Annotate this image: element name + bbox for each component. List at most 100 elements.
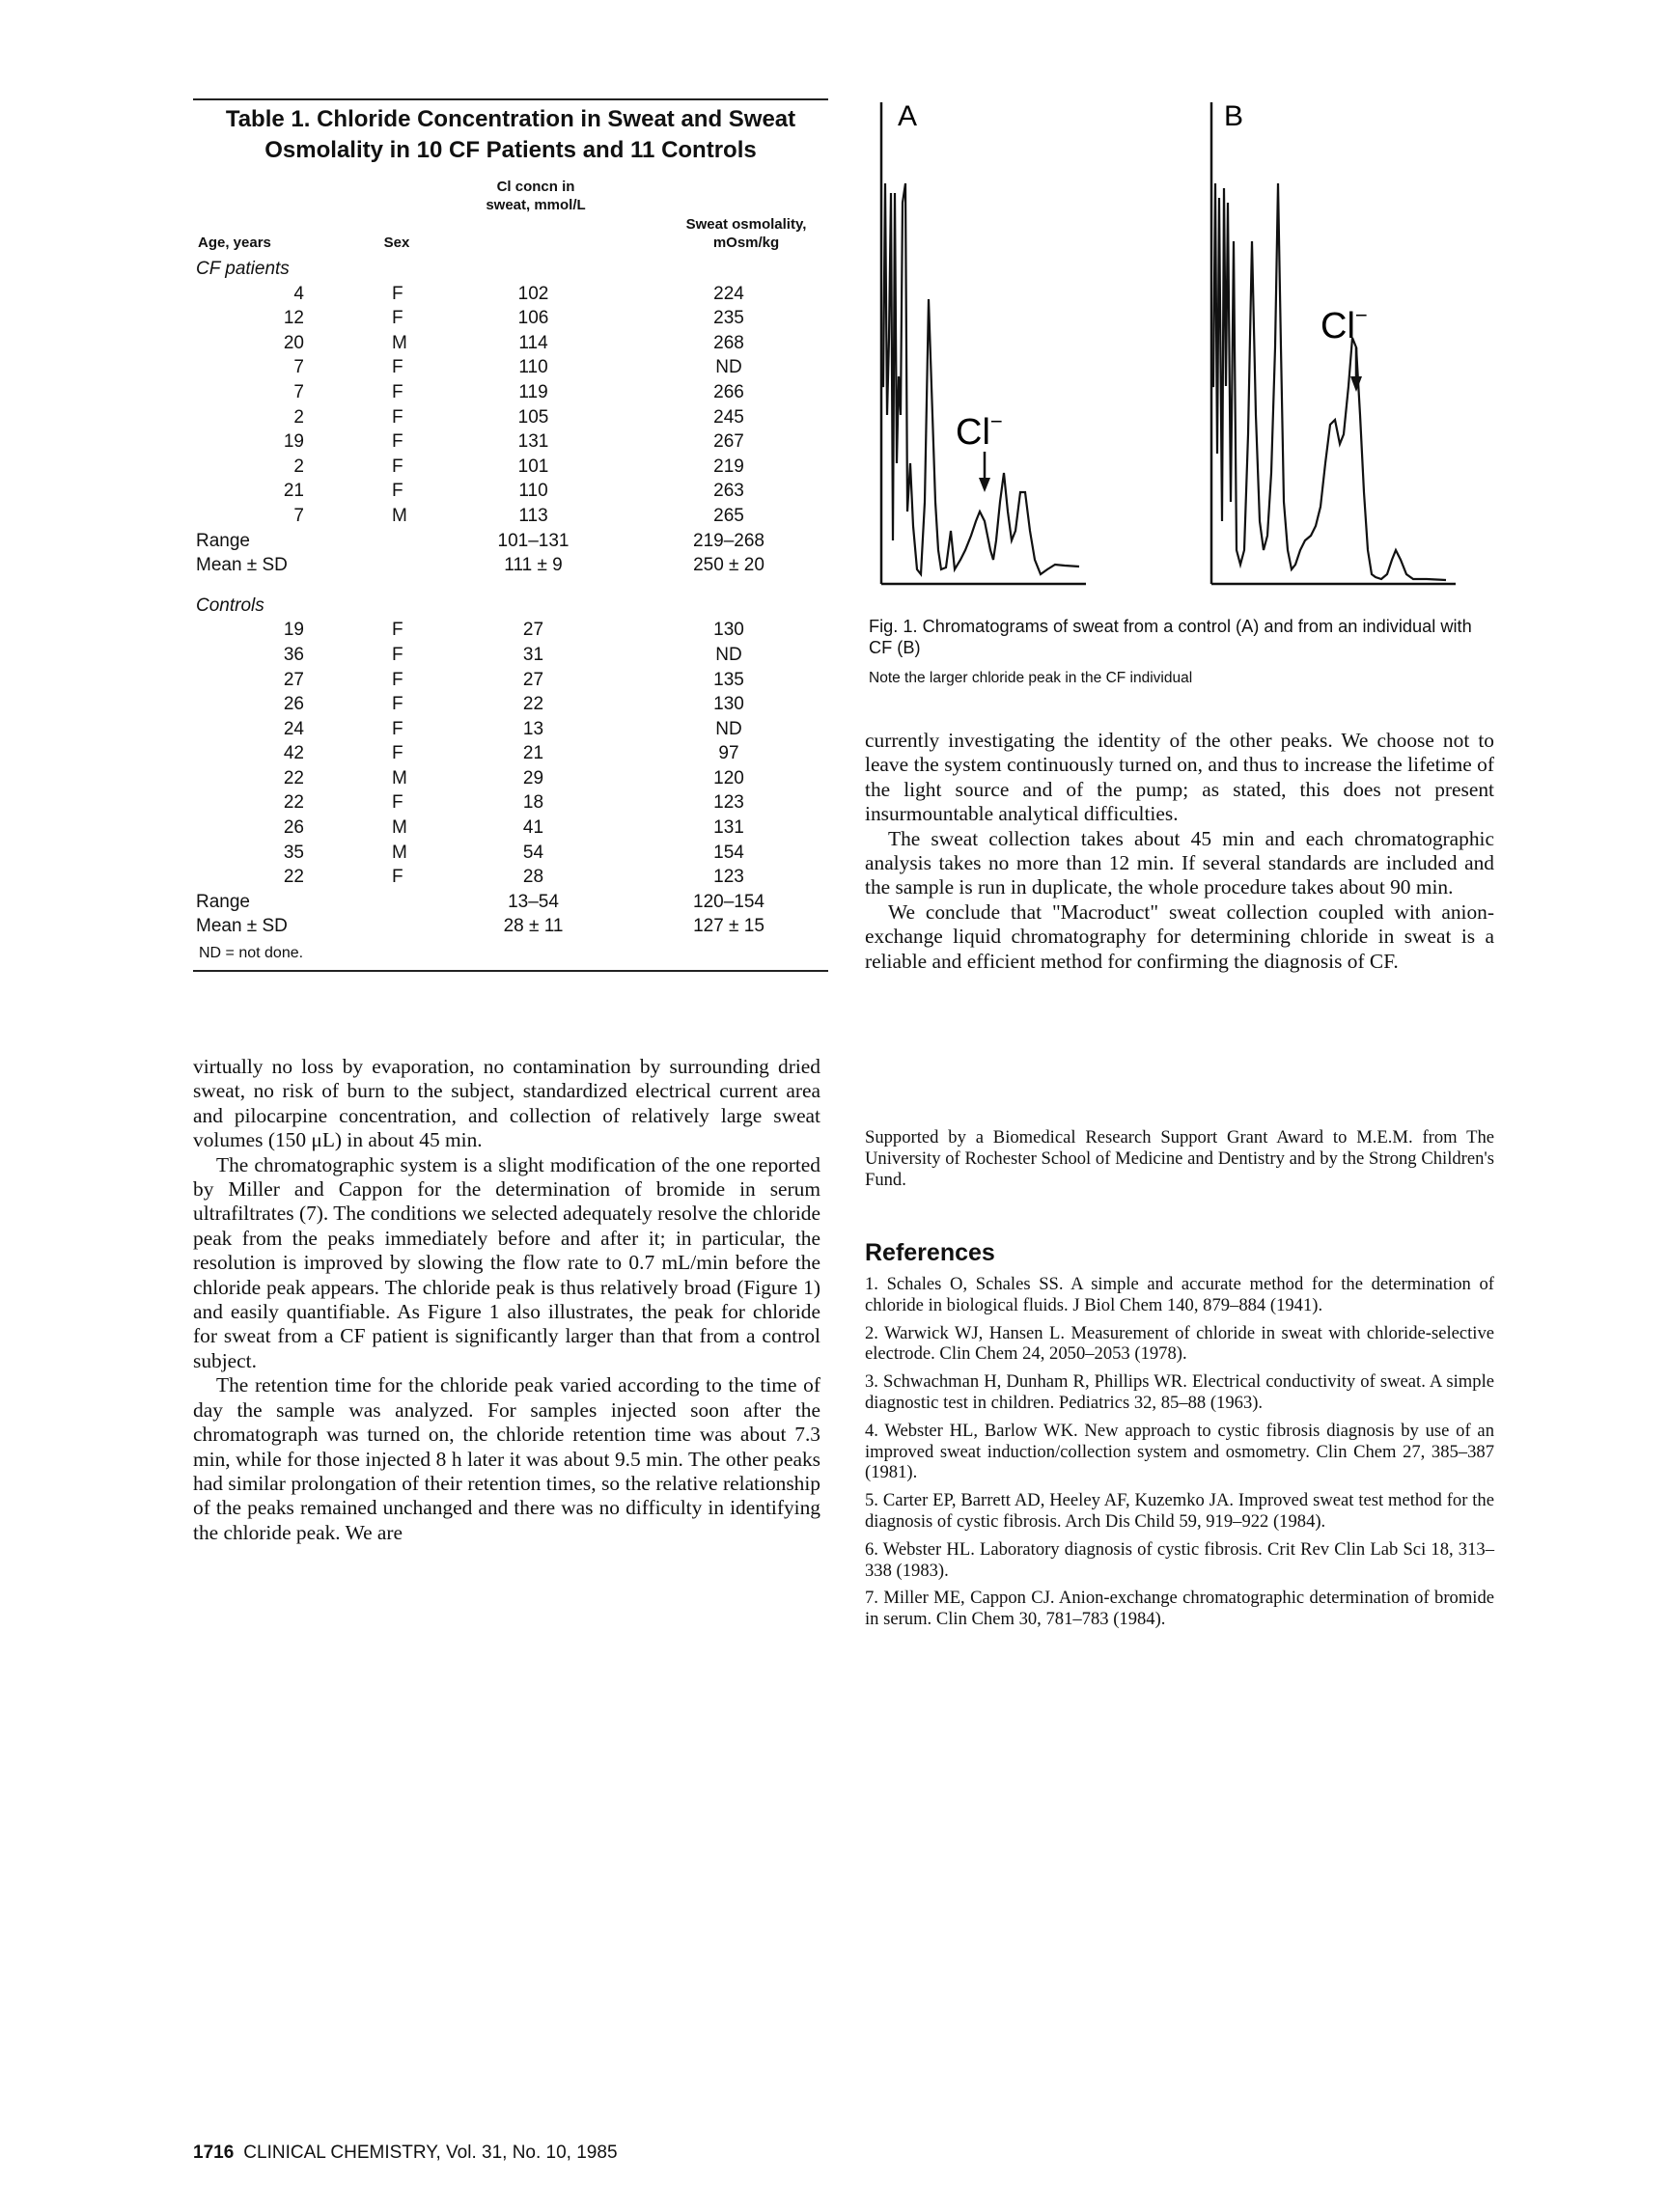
table-row: 24 F 13 ND <box>193 717 828 742</box>
chloride-cell: 113 <box>518 505 548 526</box>
chloride-cell: 101 <box>517 456 549 477</box>
group-label: CF patients <box>196 259 290 279</box>
age-cell: 4 <box>293 283 304 304</box>
sex-cell: F <box>392 406 403 428</box>
table-row: 19 F 131 267 <box>193 429 828 455</box>
osmolality-cell: 97 <box>718 743 739 764</box>
sex-cell: M <box>392 505 407 526</box>
age-cell: 35 <box>283 842 304 863</box>
table-row: 12 F 106 235 <box>193 306 828 331</box>
age-cell: 26 <box>283 817 304 839</box>
osmolality-cell: 154 <box>713 842 744 863</box>
age-cell: 21 <box>283 481 304 502</box>
age-cell: 7 <box>293 381 304 402</box>
age-cell: 24 <box>283 718 304 739</box>
sex-cell: F <box>392 644 403 665</box>
table-row: 7 F 110 ND <box>193 355 828 380</box>
panel-b: B Cl− <box>1209 100 1456 586</box>
arrow-down-icon <box>1350 376 1362 392</box>
table-row: 26 M 41 131 <box>193 816 828 841</box>
summary-label: Range <box>196 891 250 912</box>
page-number: 1716 <box>193 2143 235 2163</box>
osmolality-cell: 120 <box>713 767 744 788</box>
chloride-cell: 21 <box>522 743 544 764</box>
chloride-cell: 114 <box>518 332 548 353</box>
sex-cell: F <box>392 456 403 477</box>
osmolality-summary: 219–268 <box>693 530 764 551</box>
paragraph: The sweat collection takes about 45 min … <box>865 826 1494 899</box>
figure-note: Note the larger chloride peak in the CF … <box>869 670 1193 686</box>
age-cell: 19 <box>283 620 304 641</box>
chloride-cell: 27 <box>522 669 544 690</box>
sex-cell: F <box>392 669 403 690</box>
right-column-text: currently investigating the identity of … <box>865 729 1494 974</box>
table-row: 2 F 101 219 <box>193 455 828 480</box>
panel-a: A Cl− <box>879 100 1086 586</box>
osmolality-cell: 135 <box>713 669 744 690</box>
arrow-down-icon <box>979 478 990 492</box>
osmolality-cell: 131 <box>713 817 744 839</box>
age-cell: 20 <box>283 332 304 353</box>
header-sex: Sex <box>383 235 410 251</box>
age-cell: 36 <box>283 644 304 665</box>
osmolality-cell: 265 <box>713 505 744 526</box>
sex-cell: F <box>392 792 403 814</box>
table-header-row: Age, years Sex Cl concn in sweat, mmol/L… <box>193 170 828 257</box>
chloride-cell: 41 <box>522 817 544 839</box>
sex-cell: F <box>392 308 403 329</box>
panel-a-label: A <box>898 100 917 132</box>
sex-cell: M <box>392 332 407 353</box>
osmolality-cell: 123 <box>713 792 744 814</box>
osmolality-cell: 224 <box>713 283 744 304</box>
table-1: Table 1. Chloride Concentration in Sweat… <box>193 98 828 973</box>
age-cell: 22 <box>283 792 304 814</box>
reference-item: 5. Carter EP, Barrett AD, Heeley AF, Kuz… <box>865 1490 1494 1532</box>
funding-acknowledgment: Supported by a Biomedical Research Suppo… <box>865 1127 1494 1190</box>
chloride-cell: 119 <box>518 381 548 402</box>
sex-cell: F <box>392 620 403 641</box>
table-bottom-rule <box>193 970 828 973</box>
paragraph: The chromatographic system is a slight m… <box>193 1152 820 1372</box>
age-cell: 22 <box>283 767 304 788</box>
paragraph: virtually no loss by evaporation, no con… <box>193 1055 820 1152</box>
chloride-summary: 28 ± 11 <box>503 916 564 937</box>
age-cell: 7 <box>293 357 304 378</box>
summary-row: Mean ± SD 111 ± 9 250 ± 20 <box>193 553 828 578</box>
age-cell: 27 <box>283 669 304 690</box>
chloride-label-a: Cl− <box>956 409 1003 453</box>
table-row: 26 F 22 130 <box>193 692 828 717</box>
chloride-cell: 31 <box>522 644 544 665</box>
osmolality-cell: 245 <box>713 406 744 428</box>
left-column-text: virtually no loss by evaporation, no con… <box>193 1055 820 1545</box>
osmolality-cell: 268 <box>713 332 744 353</box>
sex-cell: F <box>392 431 403 453</box>
sex-cell: F <box>392 694 403 715</box>
chloride-cell: 29 <box>522 767 544 788</box>
table-row: 36 F 31 ND <box>193 643 828 668</box>
osmolality-cell: ND <box>715 644 742 665</box>
paragraph: We conclude that "Macroduct" sweat colle… <box>865 899 1494 973</box>
summary-label: Mean ± SD <box>196 555 288 576</box>
osmolality-cell: 123 <box>713 867 744 888</box>
age-cell: 26 <box>283 694 304 715</box>
group-label-row: Controls <box>193 594 828 619</box>
chloride-cell: 110 <box>518 481 548 502</box>
table-row: 2 F 105 245 <box>193 405 828 430</box>
header-cl: Cl concn in sweat, mmol/L <box>486 179 586 213</box>
table-row: 21 F 110 263 <box>193 479 828 504</box>
age-cell: 12 <box>283 308 304 329</box>
chloride-label-b: Cl− <box>1320 303 1368 346</box>
table-row: 27 F 27 135 <box>193 668 828 693</box>
chloride-summary: 111 ± 9 <box>504 555 563 576</box>
chromatogram-a-trace <box>881 182 1080 577</box>
chloride-cell: 13 <box>522 718 544 739</box>
table-row: 35 M 54 154 <box>193 841 828 866</box>
sex-cell: F <box>392 481 403 502</box>
osmolality-summary: 250 ± 20 <box>693 555 764 576</box>
summary-row: Range 13–54 120–154 <box>193 890 828 915</box>
chloride-cell: 18 <box>522 792 544 814</box>
table-top-rule <box>193 98 828 100</box>
group-spacer <box>193 578 828 594</box>
table-row: 22 F 18 123 <box>193 790 828 816</box>
sex-cell: F <box>392 357 403 378</box>
